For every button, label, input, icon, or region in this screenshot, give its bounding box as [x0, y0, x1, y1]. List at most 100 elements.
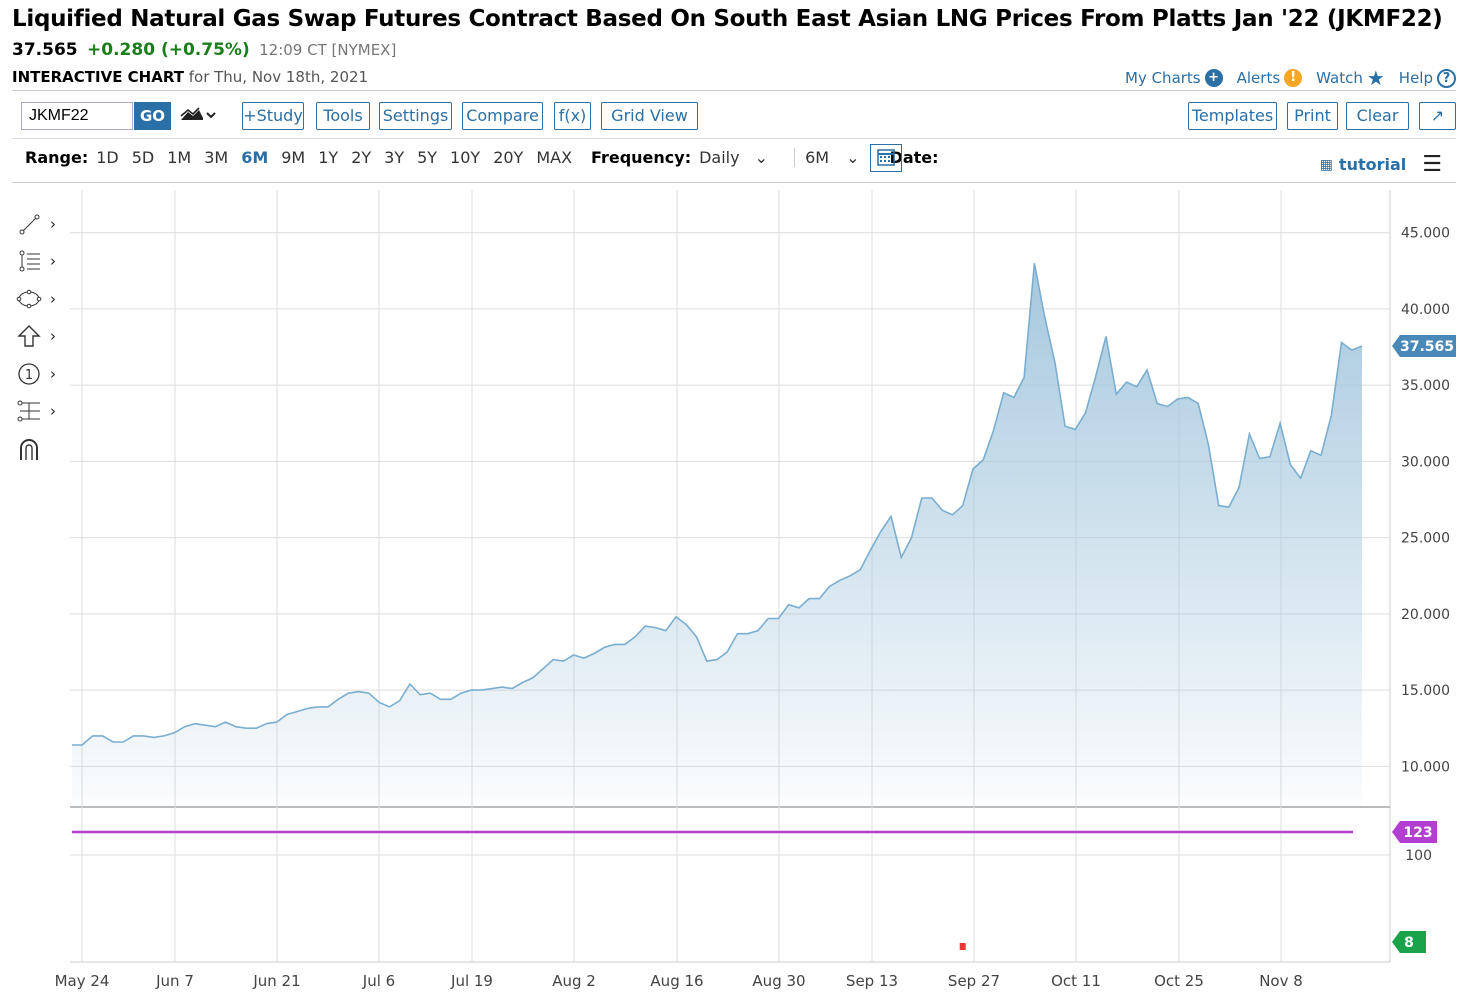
y-tick-label: 100: [1405, 848, 1432, 864]
range-option[interactable]: 1M: [167, 148, 192, 167]
range-label: Range:: [25, 148, 89, 167]
chevron-right-icon: ›: [50, 289, 56, 308]
last-price-label: 37.565: [1400, 339, 1454, 355]
calendar-icon: [877, 149, 895, 166]
arrow-tool[interactable]: ›: [16, 318, 66, 356]
measure-tool[interactable]: ›: [16, 393, 66, 431]
x-tick-label: Jul 19: [450, 972, 493, 990]
open-interest-badge: [1392, 821, 1437, 843]
fib-tool[interactable]: ›: [16, 243, 66, 281]
magnet-tool[interactable]: [16, 430, 66, 468]
range-option[interactable]: 10Y: [450, 148, 481, 167]
divider: [12, 90, 1456, 91]
help-icon: ?: [1437, 68, 1456, 88]
period-value: 6M: [805, 148, 830, 167]
drawing-tools: › › › › 1 › ›: [16, 205, 66, 468]
y-tick-label: 25.000: [1401, 531, 1450, 547]
range-option[interactable]: 3M: [204, 148, 229, 167]
chevron-down-icon: ⌄: [754, 148, 769, 167]
tutorial-link[interactable]: ▦ tutorial ☰: [1320, 152, 1442, 177]
line-tool[interactable]: ›: [16, 205, 66, 243]
chevron-right-icon: ›: [50, 364, 56, 383]
chevron-right-icon: ›: [50, 402, 56, 421]
x-tick-label: Oct 11: [1051, 972, 1101, 990]
alerts-link[interactable]: Alerts!: [1237, 69, 1303, 87]
range-option[interactable]: 2Y: [351, 148, 372, 167]
svg-text:1: 1: [25, 368, 33, 383]
alert-icon: !: [1284, 69, 1303, 87]
volume-badge: [1392, 931, 1426, 953]
grid-view-button[interactable]: Grid View: [601, 102, 698, 130]
arrow-up-icon: [17, 325, 41, 347]
clear-button[interactable]: Clear: [1346, 102, 1409, 130]
star-icon: ★: [1366, 66, 1385, 90]
range-option[interactable]: 5Y: [417, 148, 438, 167]
range-option[interactable]: 1D: [96, 148, 119, 167]
calendar-button[interactable]: [870, 144, 902, 172]
y-tick-label: 20.000: [1401, 607, 1450, 623]
annotation-tool[interactable]: 1 ›: [16, 355, 66, 393]
x-tick-label: Oct 25: [1154, 972, 1204, 990]
watch-link[interactable]: Watch ★: [1316, 66, 1385, 90]
x-tick-label: Nov 8: [1259, 972, 1303, 990]
range-options: 1D 5D 1M 3M 6M 9M 1Y 2Y 3Y 5Y 10Y 20Y MAX: [96, 148, 585, 167]
toolbar: GO +Study Tools Settings Compare f(x) Gr…: [12, 98, 1456, 136]
divider: [12, 138, 1456, 139]
film-icon: ▦: [1319, 156, 1333, 173]
plus-icon: +: [1204, 69, 1223, 87]
help-label: Help: [1398, 69, 1433, 87]
y-tick-label: 10.000: [1401, 759, 1450, 775]
chart-type-dropdown[interactable]: [179, 106, 219, 128]
chevron-down-icon: ⌄: [846, 148, 860, 167]
ellipse-icon: [16, 289, 42, 309]
y-tick-label: 45.000: [1401, 226, 1450, 242]
templates-button[interactable]: Templates: [1188, 102, 1277, 130]
chart-date: for Thu, Nov 18th, 2021: [188, 68, 369, 86]
range-bar: Range: 1D 5D 1M 3M 6M 9M 1Y 2Y 3Y 5Y 10Y 20Y MAX Fre…: [25, 148, 947, 167]
range-option[interactable]: 20Y: [493, 148, 524, 167]
volume-label: 8: [1404, 935, 1414, 951]
shape-tool[interactable]: ›: [16, 280, 66, 318]
numbered-circle-icon: 1: [18, 363, 40, 385]
x-tick-label: Jul 6: [362, 972, 395, 990]
chevron-right-icon: ›: [50, 327, 56, 346]
range-option[interactable]: 5D: [131, 148, 155, 167]
frequency-select[interactable]: Daily ⌄: [699, 148, 768, 167]
interactive-label: INTERACTIVE CHART: [12, 68, 184, 86]
x-tick-label: Aug 2: [552, 972, 596, 990]
fx-button[interactable]: f(x): [554, 102, 591, 130]
range-option[interactable]: 6M: [241, 148, 269, 167]
alerts-label: Alerts: [1236, 69, 1281, 87]
interactive-chart-label: INTERACTIVE CHART for Thu, Nov 18th, 202…: [12, 68, 368, 86]
period-select[interactable]: 6M ⌄: [794, 148, 860, 167]
print-button[interactable]: Print: [1287, 102, 1338, 130]
fibonacci-icon: [19, 250, 40, 272]
x-tick-label: May 24: [55, 972, 110, 990]
range-option[interactable]: 1Y: [318, 148, 339, 167]
symbol-input[interactable]: [21, 102, 133, 130]
help-link[interactable]: Help?: [1398, 68, 1456, 88]
range-option[interactable]: 9M: [281, 148, 306, 167]
compare-button[interactable]: Compare: [462, 102, 543, 130]
chevron-right-icon: ›: [50, 214, 56, 233]
range-option[interactable]: 3Y: [384, 148, 405, 167]
menu-icon[interactable]: ☰: [1422, 152, 1442, 177]
my-charts-label: My Charts: [1125, 69, 1201, 87]
x-tick-label: Aug 16: [650, 972, 703, 990]
y-tick-label: 15.000: [1401, 683, 1450, 699]
volume-bar: [959, 943, 966, 950]
expand-button[interactable]: ↗: [1419, 102, 1456, 130]
range-option[interactable]: MAX: [536, 148, 573, 167]
go-button[interactable]: GO: [134, 102, 171, 130]
y-tick-label: 40.000: [1401, 302, 1450, 318]
magnet-icon: [20, 438, 38, 460]
study-button[interactable]: +Study: [242, 102, 304, 130]
last-price-badge: [1392, 335, 1456, 358]
line-draw-icon: [19, 214, 40, 235]
settings-button[interactable]: Settings: [379, 102, 452, 130]
chevron-right-icon: ›: [50, 252, 56, 271]
my-charts-link[interactable]: My Charts +: [1125, 69, 1223, 87]
y-tick-label: 35.000: [1401, 378, 1450, 394]
tools-button[interactable]: Tools: [316, 102, 370, 130]
